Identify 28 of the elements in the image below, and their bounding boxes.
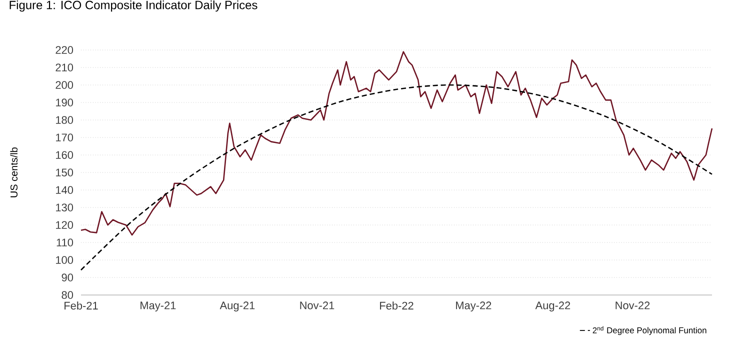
line-series [80, 84, 713, 271]
x-tick-label: Feb-21 [64, 302, 98, 310]
y-tick-label: 200 [56, 81, 74, 89]
y-axis-title: US cents/lb [10, 147, 18, 198]
y-tick-label: 220 [56, 46, 74, 54]
y-tick-label: 160 [56, 151, 74, 159]
y-tick-label: 80 [62, 291, 74, 299]
y-tick-label: 170 [56, 134, 74, 142]
y-tick-label: 100 [56, 256, 74, 264]
x-tick-label: May-21 [140, 302, 176, 312]
y-tick-label: 150 [56, 168, 74, 176]
x-tick-label: May-22 [456, 302, 492, 312]
y-tick-label: 120 [56, 221, 74, 229]
x-tick-label: Nov-21 [300, 302, 334, 310]
y-tick-label: 180 [56, 116, 74, 124]
chart-title: Figure 1: ICO Composite Indicator Daily Prices [10, 0, 258, 12]
y-tick-label: 190 [56, 98, 74, 106]
x-tick-label: Aug-22 [535, 302, 570, 312]
legend-label: 2$^{nd}$ Degree Polynomal Funtion [592, 326, 706, 335]
y-tick-label: 90 [62, 274, 74, 282]
y-tick-label: 140 [56, 186, 74, 194]
x-tick-label: Feb-22 [380, 302, 414, 310]
x-tick-label: Nov-22 [616, 302, 650, 310]
x-tick-label: Aug-21 [220, 302, 255, 312]
y-tick-label: 210 [56, 64, 74, 72]
line-series [80, 51, 713, 236]
y-tick-label: 130 [56, 204, 74, 212]
y-tick-label: 110 [56, 238, 74, 246]
